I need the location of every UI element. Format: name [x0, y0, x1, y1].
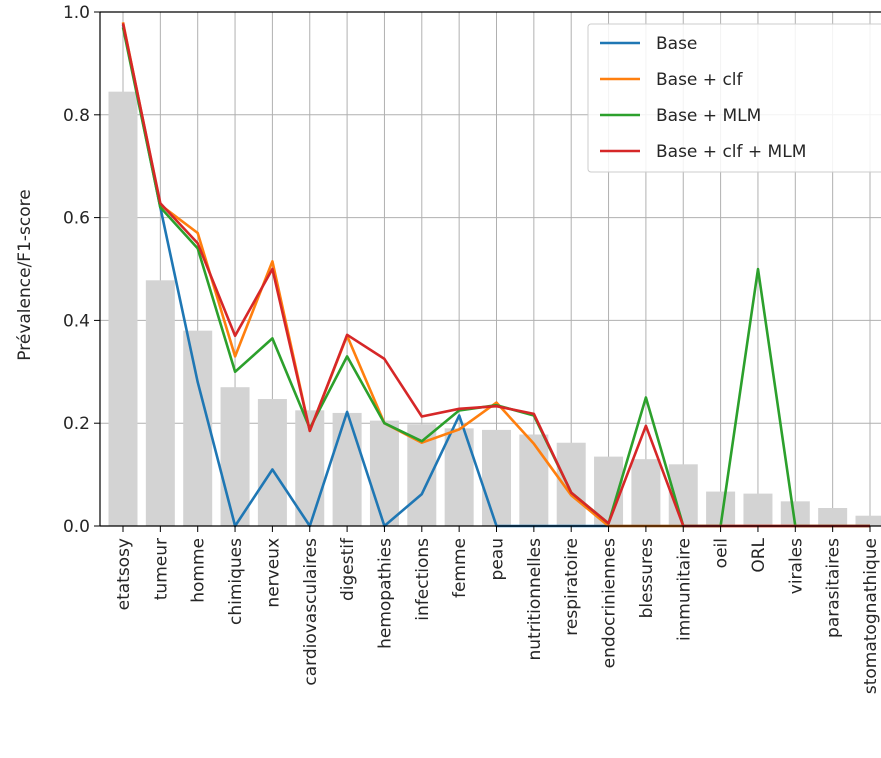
prevalence-bar — [743, 493, 773, 526]
legend-label: Base + clf + MLM — [656, 142, 806, 162]
x-tick-label: femme — [450, 538, 470, 598]
x-tick-label: chimiques — [226, 538, 246, 625]
y-tick-label: 0.8 — [63, 106, 90, 126]
legend-label: Base — [656, 34, 697, 54]
x-tick-label: etatsosy — [114, 538, 134, 610]
x-tick-label: homme — [189, 538, 209, 603]
x-tick-label: digestif — [338, 537, 358, 601]
x-tick-label: parasitaires — [824, 538, 844, 638]
prevalence-bar — [482, 429, 511, 526]
x-tick-label: nerveux — [263, 538, 283, 608]
axes — [99, 11, 881, 527]
x-tick-label: blessures — [637, 538, 657, 619]
prevalence-bar — [369, 420, 399, 526]
prevalence-bar — [108, 91, 138, 527]
x-tick-label: endocriniennes — [600, 538, 620, 668]
legend-box — [587, 23, 881, 173]
prevalence-bars — [108, 91, 881, 527]
x-tick-label: virales — [786, 538, 806, 594]
prevalence-bar — [818, 508, 848, 526]
legend-label: Base + MLM — [656, 106, 761, 126]
x-tick-label: hemopathies — [375, 538, 395, 649]
prevalence-bar — [519, 434, 549, 526]
prevalence-bar — [855, 515, 881, 526]
x-tick-label: stomatognathique — [861, 538, 881, 694]
y-tick-label: 0.0 — [63, 517, 90, 537]
y-tick-label: 0.2 — [63, 414, 90, 434]
y-tick-label: 0.4 — [63, 311, 90, 331]
x-tick-label: tumeur — [151, 538, 171, 600]
y-ticks: 0.0 0.2 0.4 0.6 0.8 1.0 — [63, 3, 100, 537]
y-tick-label: 0.6 — [63, 209, 90, 229]
prevalence-bar — [220, 387, 250, 526]
y-tick-label: 1.0 — [63, 3, 90, 23]
x-tick-label: infections — [413, 538, 433, 621]
prevalence-bar — [631, 459, 661, 526]
x-tick-label: immunitaire — [674, 538, 694, 641]
x-tick-label: oeil — [712, 538, 732, 568]
x-tick-label: respiratoire — [562, 538, 582, 636]
x-tick-label: cardiovasculaires — [301, 538, 321, 686]
x-tick-label: ORL — [749, 537, 769, 572]
prevalence-bar — [556, 442, 586, 526]
x-tick-label: nutritionnelles — [525, 538, 545, 661]
x-ticks: etatsosy tumeur homme chimiques nerveux cardi… — [114, 526, 881, 694]
x-tick-label: peau — [488, 538, 508, 580]
legend-label: Base + clf — [656, 70, 744, 90]
prevalence-bar — [183, 330, 213, 526]
prevalence-bar — [257, 399, 287, 526]
prevalence-bar — [332, 412, 362, 526]
y-axis-label: Prévalence/F1-score — [15, 189, 35, 360]
legend: Base Base + clf Base + MLM Base + clf + MLM — [587, 23, 881, 173]
prevalence-bar — [145, 280, 175, 526]
